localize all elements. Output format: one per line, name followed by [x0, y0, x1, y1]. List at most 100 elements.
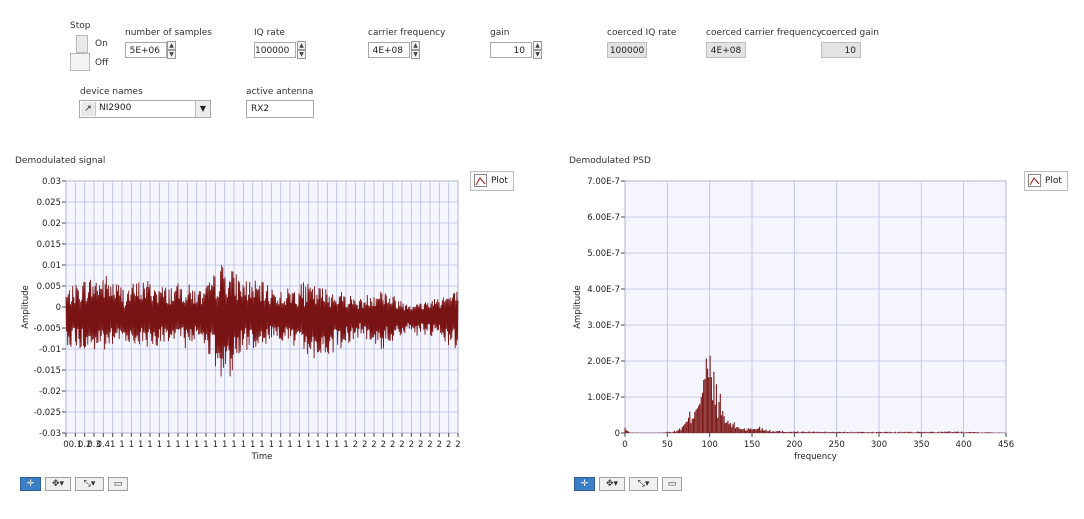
x-tick-label: 50	[662, 440, 673, 450]
active-antenna-label: active antenna	[246, 87, 314, 97]
psd-trace	[624, 355, 1007, 433]
x-tick-label: 250	[829, 440, 845, 450]
y-tick-label: 3.00E-7	[587, 321, 620, 331]
plot-legend-icon	[474, 174, 487, 187]
gain-label: gain	[490, 28, 510, 38]
spin-down-icon[interactable]: ▼	[533, 50, 542, 59]
signal-graph[interactable]: 0.03 0.025 0.02 0.015 0.01 0.005 0 -0.005 -0.01 -…	[0, 168, 470, 468]
x-tick-label: 1	[259, 440, 264, 450]
x-tick-label: 150	[744, 440, 760, 450]
x-tick-label: 1	[231, 440, 236, 450]
signal-plot-legend[interactable]: Plot	[470, 171, 514, 191]
x-tick-label: 2	[418, 440, 423, 450]
y-tick-label: 0.025	[37, 198, 61, 208]
x-tick-label: 456	[998, 440, 1014, 450]
coerced-gain-label: coerced gain	[821, 28, 879, 38]
spin-down-icon[interactable]: ▼	[297, 50, 306, 59]
x-tick-label: 1	[213, 440, 218, 450]
x-tick-label: 100	[702, 440, 718, 450]
y-tick-label: -0.03	[39, 429, 61, 439]
spin-up-icon[interactable]: ▲	[167, 41, 176, 50]
y-tick-label: -0.005	[34, 324, 61, 334]
spin-up-icon[interactable]: ▲	[533, 41, 542, 50]
x-tick-label: 2	[353, 440, 358, 450]
graph-options-icon[interactable]: ▭	[108, 477, 128, 491]
cursor-icon[interactable]: ✛	[574, 477, 595, 491]
x-tick-label: 1	[175, 440, 180, 450]
spin-up-icon[interactable]: ▲	[297, 41, 306, 50]
num-samples-spinner[interactable]: ▲ ▼	[167, 41, 176, 59]
x-tick-label: 1	[315, 440, 320, 450]
x-tick-label: 1	[157, 440, 162, 450]
gain-spinner[interactable]: ▲ ▼	[533, 41, 542, 59]
dropdown-arrow-icon[interactable]: ▼	[195, 101, 210, 117]
y-tick-label: -0.01	[39, 345, 61, 355]
psd-graph[interactable]: 7.00E-7 6.00E-7 5.00E-7 4.00E-7 3.00E-7 2.00E…	[568, 168, 1024, 468]
spin-up-icon[interactable]: ▲	[411, 41, 420, 50]
x-tick-label: 2	[437, 440, 442, 450]
coerced-iq-rate-indicator: 100000	[607, 42, 647, 58]
active-antenna-input[interactable]: RX2	[246, 100, 314, 118]
x-tick-label: 1	[269, 440, 274, 450]
y-tick-label: -0.015	[34, 366, 61, 376]
y-tick-label: 0.03	[42, 177, 61, 187]
x-tick-label: 1	[306, 440, 311, 450]
zoom-icon[interactable]: ⤡▾	[75, 477, 104, 491]
x-tick-label: 0.4	[97, 440, 111, 450]
spin-down-icon[interactable]: ▼	[167, 50, 176, 59]
x-tick-label: 1	[166, 440, 171, 450]
stop-toggle-switch[interactable]	[70, 53, 90, 71]
y-tick-label: 2.00E-7	[587, 357, 620, 367]
y-axis-label: Amplitude	[573, 285, 583, 329]
plot-area	[624, 180, 1007, 434]
y-tick-label: 0.01	[42, 261, 61, 271]
x-tick-label: 1	[129, 440, 134, 450]
stop-toggle-top[interactable]	[76, 35, 88, 53]
x-tick-label: 1	[325, 440, 330, 450]
x-tick-label: 1	[343, 440, 348, 450]
x-tick-label: 1	[287, 440, 292, 450]
carrier-frequency-label: carrier frequency	[368, 28, 446, 38]
carrier-frequency-input[interactable]: 4E+08	[368, 42, 410, 58]
x-axis-label: Time	[251, 452, 273, 462]
stop-off-label: Off	[95, 58, 109, 68]
y-axis-label: Amplitude	[21, 285, 31, 329]
x-tick-label: 0.2	[78, 440, 92, 450]
y-tick-label: 0.015	[37, 240, 61, 250]
y-tick-label: 7.00E-7	[587, 177, 620, 187]
device-names-combo[interactable]: ↗ NI2900 ▼	[79, 100, 211, 118]
x-tick-label: 1	[185, 440, 190, 450]
pan-icon[interactable]: ✥▾	[599, 477, 625, 491]
graph-options-icon[interactable]: ▭	[662, 477, 682, 491]
iq-rate-input[interactable]: 100000	[254, 42, 296, 58]
carrier-frequency-spinner[interactable]: ▲ ▼	[411, 41, 420, 59]
device-names-value: NI2900	[99, 103, 132, 113]
browse-arrow-icon[interactable]: ↗	[81, 102, 96, 116]
pan-icon[interactable]: ✥▾	[45, 477, 71, 491]
x-tick-label: 200	[786, 440, 802, 450]
x-tick-label: 1	[119, 440, 124, 450]
iq-rate-label: IQ rate	[254, 28, 285, 38]
x-tick-label: 2	[446, 440, 451, 450]
gain-input[interactable]: 10	[490, 42, 532, 58]
device-names-label: device names	[80, 87, 143, 97]
y-tick-label: 5.00E-7	[587, 249, 620, 259]
x-tick-label: 1	[110, 440, 115, 450]
x-tick-label: 0.1	[69, 440, 83, 450]
spin-down-icon[interactable]: ▼	[411, 50, 420, 59]
psd-plot-legend[interactable]: Plot	[1024, 171, 1068, 191]
num-samples-input[interactable]: 5E+06	[125, 42, 167, 58]
iq-rate-spinner[interactable]: ▲ ▼	[297, 41, 306, 59]
stop-on-label: On	[95, 39, 108, 49]
signal-trace	[65, 264, 459, 377]
x-tick-label: 0	[63, 440, 68, 450]
y-tick-label: 0	[615, 429, 620, 439]
y-tick-label: 1.00E-7	[587, 393, 620, 403]
cursor-icon[interactable]: ✛	[20, 477, 41, 491]
zoom-icon[interactable]: ⤡▾	[629, 477, 658, 491]
coerced-carrier-frequency-label: coerced carrier frequency	[706, 28, 822, 38]
x-tick-label: 0.3	[87, 440, 101, 450]
x-tick-label: 1	[203, 440, 208, 450]
x-tick-label: 1	[297, 440, 302, 450]
stop-label: Stop	[70, 21, 91, 31]
